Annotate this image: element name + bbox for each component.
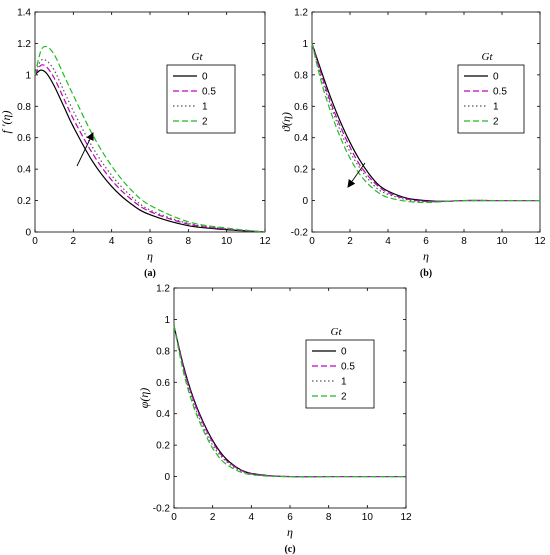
legend-box xyxy=(305,339,375,409)
x-tick-label: 12 xyxy=(400,512,412,523)
series-line-gt-0.5 xyxy=(173,325,406,478)
y-tick-label: 0.8 xyxy=(17,102,31,113)
y-tick-label: -0.2 xyxy=(291,228,309,239)
legend-label-gt-2: 2 xyxy=(202,117,208,128)
y-tick-label: 0 xyxy=(302,196,308,207)
series-line-gt-1 xyxy=(34,58,266,233)
panel-caption: (c) xyxy=(284,544,295,555)
y-axis-label: ϑ(η) xyxy=(279,112,293,132)
legend-label-gt-1: 1 xyxy=(202,102,208,113)
x-axis-label: η xyxy=(423,249,429,263)
y-tick-label: 1.2 xyxy=(156,284,170,295)
legend-title: Gt xyxy=(331,326,343,338)
y-tick-label: -0.2 xyxy=(153,504,171,515)
x-tick-label: 8 xyxy=(186,236,192,247)
y-tick-label: 0.4 xyxy=(294,133,308,144)
y-tick-label: 0.8 xyxy=(156,346,170,357)
legend-box xyxy=(457,64,525,134)
y-tick-label: 0 xyxy=(25,228,31,239)
legend-label-gt-0: 0 xyxy=(341,347,347,358)
x-tick-label: 4 xyxy=(109,236,115,247)
y-tick-label: 0.2 xyxy=(156,441,170,452)
y-axis-label: f ′(η) xyxy=(0,111,13,134)
panel-caption: (a) xyxy=(144,268,156,279)
y-axis-label: φ(η) xyxy=(137,388,151,409)
legend-title: Gt xyxy=(192,51,204,63)
series-line-gt-0 xyxy=(34,69,266,233)
legend-title: Gt xyxy=(482,51,494,63)
x-tick-label: 4 xyxy=(249,512,255,523)
y-tick-label: 0 xyxy=(164,472,170,483)
y-tick-label: 1.4 xyxy=(17,8,31,19)
legend-label-gt-0: 0 xyxy=(493,72,499,83)
x-tick-label: 8 xyxy=(461,236,467,247)
x-tick-label: 0 xyxy=(309,236,315,247)
y-tick-label: 1 xyxy=(164,315,170,326)
x-tick-label: 2 xyxy=(71,236,77,247)
panel-caption: (b) xyxy=(420,268,432,279)
y-tick-label: 0.6 xyxy=(17,133,31,144)
legend-label-gt-0: 0 xyxy=(202,72,208,83)
y-tick-label: 1.2 xyxy=(294,8,308,19)
legend-label-gt-0.5: 0.5 xyxy=(493,87,507,98)
x-axis-label: η xyxy=(287,525,293,539)
y-tick-label: 1 xyxy=(25,70,31,81)
chart-panel-1: 0 2 4 6 8 10 12-0.200.20.40.60.811.2Gt00.512ηϑ… xyxy=(279,8,546,280)
legend-box xyxy=(166,64,236,134)
series-line-gt-2 xyxy=(173,325,406,478)
legend-label-gt-1: 1 xyxy=(341,377,347,388)
y-tick-label: 0.6 xyxy=(156,378,170,389)
y-tick-label: 0.2 xyxy=(17,196,31,207)
x-tick-label: 10 xyxy=(221,236,233,247)
series-line-gt-0.5 xyxy=(34,64,266,233)
legend-label-gt-2: 2 xyxy=(493,117,499,128)
y-tick-label: 0.4 xyxy=(156,409,170,420)
x-tick-label: 12 xyxy=(534,236,546,247)
x-tick-label: 6 xyxy=(423,236,429,247)
increase-arrow xyxy=(76,132,94,167)
x-axis-label: η xyxy=(147,249,153,263)
legend-label-gt-1: 1 xyxy=(493,102,499,113)
x-tick-label: 2 xyxy=(210,512,216,523)
legend-label-gt-0.5: 0.5 xyxy=(202,87,216,98)
y-tick-label: 1 xyxy=(302,39,308,50)
x-tick-label: 2 xyxy=(347,236,353,247)
y-tick-label: 0.6 xyxy=(294,102,308,113)
x-tick-label: 6 xyxy=(287,512,293,523)
x-tick-label: 10 xyxy=(362,512,374,523)
legend-label-gt-0.5: 0.5 xyxy=(341,362,355,373)
y-tick-label: 1.2 xyxy=(17,39,31,50)
x-tick-label: 10 xyxy=(496,236,508,247)
series-line-gt-2 xyxy=(34,45,266,233)
increase-arrow xyxy=(347,162,366,188)
y-tick-label: 0.2 xyxy=(294,165,308,176)
x-tick-label: 8 xyxy=(326,512,332,523)
x-tick-label: 0 xyxy=(32,236,38,247)
y-tick-label: 0.8 xyxy=(294,70,308,81)
x-tick-label: 12 xyxy=(259,236,271,247)
x-tick-label: 0 xyxy=(171,512,177,523)
chart-panel-2: 0 2 4 6 8 10 12-0.200.20.40.60.811.2Gt00.512ηφ… xyxy=(137,284,412,555)
x-tick-label: 6 xyxy=(147,236,153,247)
legend-label-gt-2: 2 xyxy=(341,392,347,403)
series-line-gt-1 xyxy=(173,325,406,478)
y-tick-label: 0.4 xyxy=(17,165,31,176)
x-tick-label: 4 xyxy=(385,236,391,247)
chart-panel-0: 0 2 4 6 8 10 1200.20.40.60.811.21.4Gt00.512ηf … xyxy=(0,8,271,280)
series-line-gt-2 xyxy=(311,43,540,204)
